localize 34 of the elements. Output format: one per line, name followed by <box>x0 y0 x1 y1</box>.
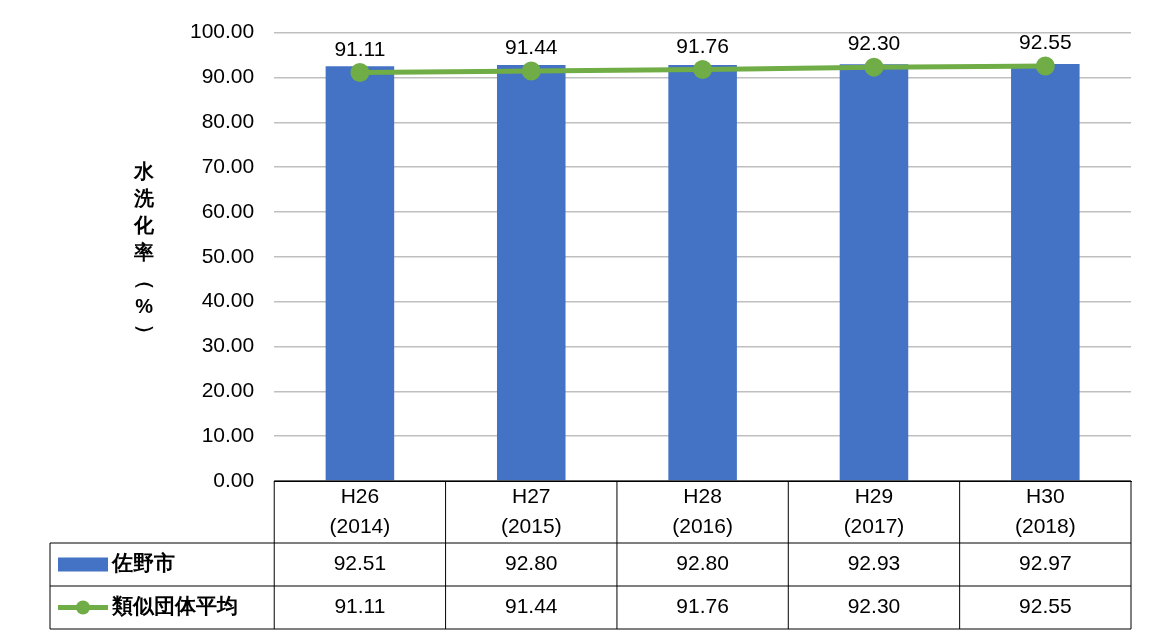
x-tick-label: H30 (2018) <box>1014 483 1076 537</box>
y-tick-label: 80.00 <box>201 109 255 133</box>
data-label: 92.97 <box>1019 551 1072 575</box>
data-label: 92.51 <box>333 551 387 575</box>
y-tick-label: 70.00 <box>201 153 255 177</box>
x-tick-label: H29 (2017) <box>843 483 905 537</box>
text: 91.11 <box>334 36 386 60</box>
data-label: 91.11 <box>334 594 386 618</box>
y-tick-label: 60.00 <box>201 198 255 222</box>
y-tick-label: 90.00 <box>201 64 255 88</box>
data-label: 92.55 <box>1019 594 1072 618</box>
data-label: 92.80 <box>676 551 729 575</box>
legend-label: 類似団体平均 <box>111 594 238 619</box>
x-tick-label: H28 (2016) <box>672 483 733 537</box>
y-tick-label: 40.00 <box>201 288 255 312</box>
y-tick-label: 100.00 <box>190 19 255 43</box>
x-tick-label: H26 (2014) <box>329 483 391 537</box>
y-axis-title: 水洗化率（%） <box>133 159 157 344</box>
data-label: 91.76 <box>676 594 729 618</box>
text: 91.44 <box>504 35 558 59</box>
y-tick-label: 0.00 <box>213 467 255 491</box>
text: 92.30 <box>847 31 901 55</box>
data-label: 92.30 <box>847 594 901 618</box>
x-tick-label: H27 (2015) <box>500 483 562 537</box>
data-label: 92.80 <box>504 551 558 575</box>
data-label: 91.44 <box>504 594 558 618</box>
y-tick-label: 10.00 <box>201 422 255 446</box>
text: 91.76 <box>676 33 729 57</box>
y-tick-label: 30.00 <box>201 333 255 357</box>
legend-label: 佐野市 <box>111 551 175 575</box>
data-label: 92.93 <box>847 551 901 575</box>
y-tick-label: 50.00 <box>201 243 255 267</box>
text: 92.55 <box>1019 30 1072 54</box>
y-tick-label: 20.00 <box>201 378 255 402</box>
